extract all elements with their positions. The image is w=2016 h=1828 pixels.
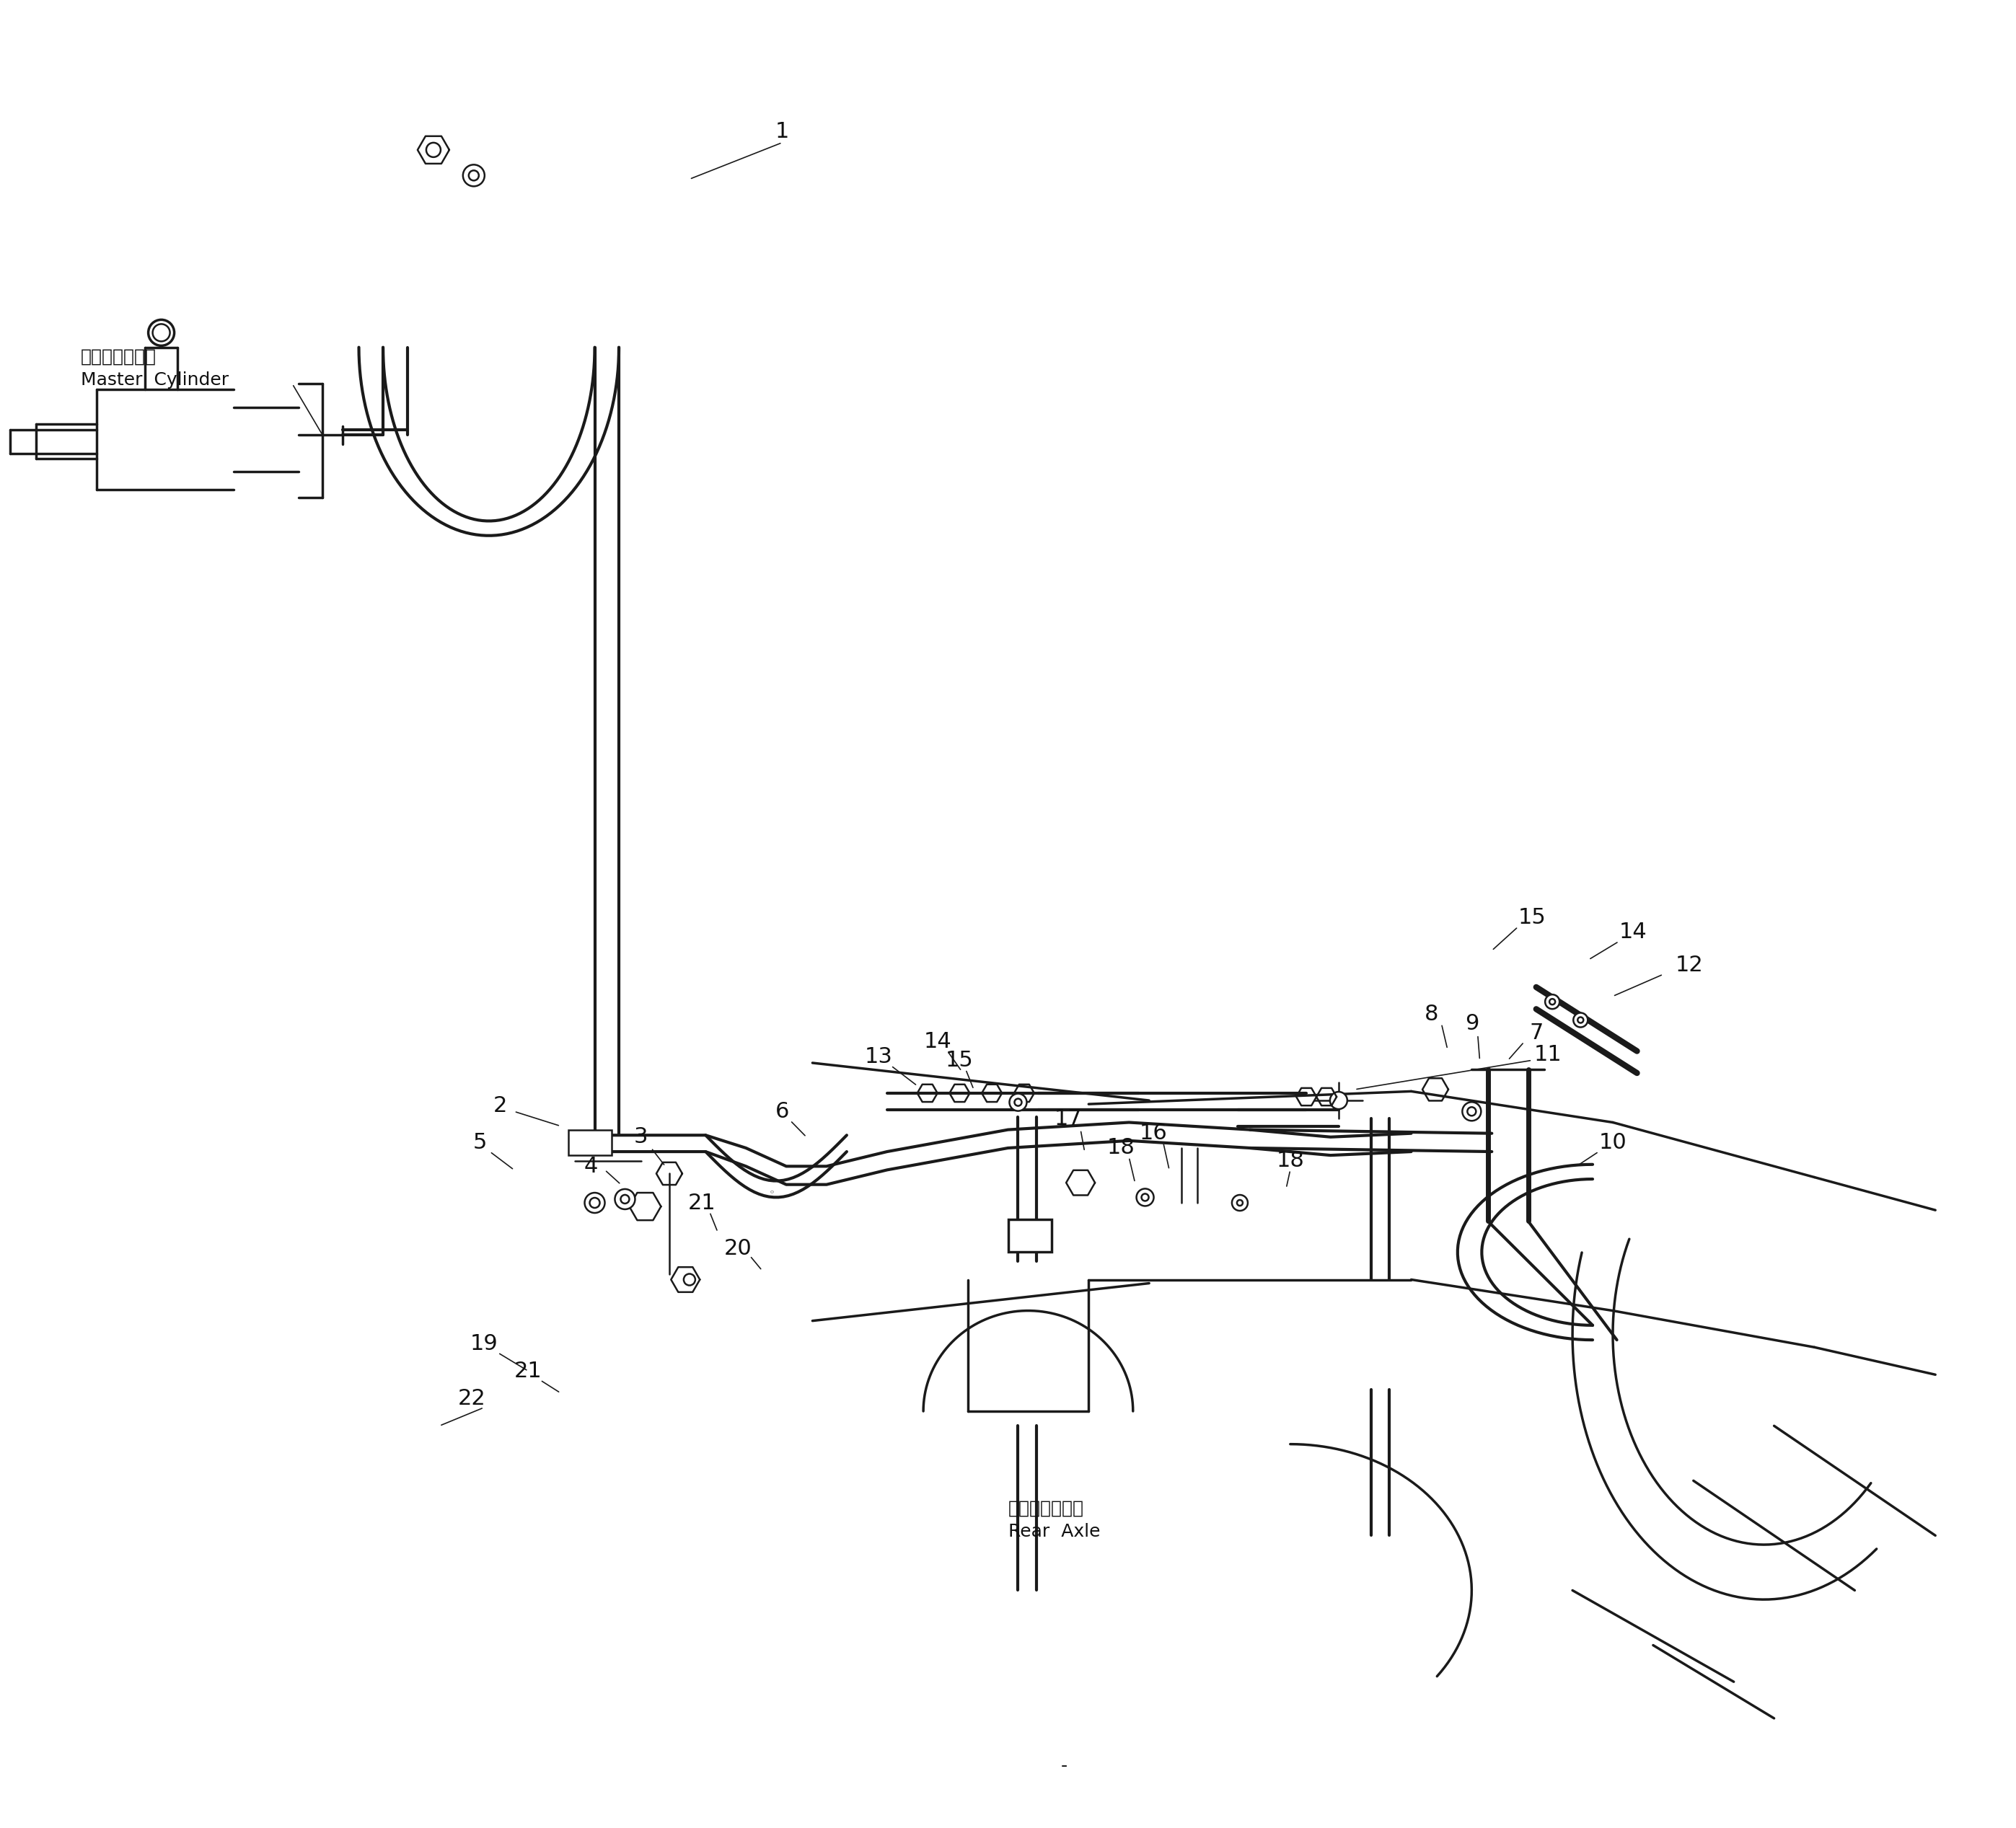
Text: 5: 5 <box>474 1132 486 1153</box>
Text: 15: 15 <box>1518 907 1546 929</box>
Circle shape <box>1331 1091 1347 1110</box>
Text: 17: 17 <box>1054 1108 1083 1130</box>
Circle shape <box>464 165 484 186</box>
Text: 21: 21 <box>514 1360 542 1382</box>
Text: 22: 22 <box>458 1387 486 1409</box>
Circle shape <box>1544 994 1560 1009</box>
Text: 1: 1 <box>776 121 788 143</box>
Text: 2: 2 <box>494 1095 506 1117</box>
Text: 9: 9 <box>1466 1013 1478 1035</box>
Text: 19: 19 <box>470 1333 498 1355</box>
Circle shape <box>1462 1102 1482 1121</box>
Text: 12: 12 <box>1675 954 1704 976</box>
Circle shape <box>149 320 173 345</box>
Text: 13: 13 <box>865 1046 893 1068</box>
Circle shape <box>1014 1099 1022 1106</box>
Text: 20: 20 <box>724 1238 752 1259</box>
Circle shape <box>683 1274 696 1285</box>
Circle shape <box>1572 1013 1589 1027</box>
Bar <box>1008 1219 1050 1252</box>
Text: 3: 3 <box>635 1126 647 1148</box>
Circle shape <box>1010 1093 1026 1111</box>
Circle shape <box>1579 1016 1583 1024</box>
Text: 6: 6 <box>776 1100 788 1122</box>
Text: マスタシリンダ: マスタシリンダ <box>81 347 157 366</box>
Circle shape <box>1550 998 1554 1005</box>
Circle shape <box>585 1192 605 1214</box>
Text: リヤーアクスル: リヤーアクスル <box>1008 1499 1085 1517</box>
Text: 15: 15 <box>946 1049 974 1071</box>
Text: 10: 10 <box>1599 1132 1627 1153</box>
Text: 16: 16 <box>1139 1122 1167 1144</box>
Text: -: - <box>1060 1757 1068 1775</box>
Circle shape <box>615 1188 635 1210</box>
Circle shape <box>1137 1188 1153 1206</box>
Text: 18: 18 <box>1276 1150 1304 1172</box>
Text: Master  Cylinder: Master Cylinder <box>81 371 228 389</box>
Circle shape <box>468 170 480 181</box>
Circle shape <box>425 143 442 157</box>
Text: 7: 7 <box>1530 1022 1542 1044</box>
Text: 18: 18 <box>1107 1137 1135 1159</box>
Text: 14: 14 <box>1619 921 1647 943</box>
Circle shape <box>589 1197 601 1208</box>
Text: 4: 4 <box>585 1155 597 1177</box>
Text: Rear  Axle: Rear Axle <box>1008 1523 1101 1541</box>
Circle shape <box>1238 1199 1242 1206</box>
Circle shape <box>1141 1194 1149 1201</box>
Circle shape <box>621 1196 629 1203</box>
Bar <box>569 1130 611 1155</box>
Text: 14: 14 <box>923 1031 952 1053</box>
Circle shape <box>1468 1108 1476 1115</box>
Text: 8: 8 <box>1425 1004 1437 1026</box>
Circle shape <box>153 324 169 342</box>
Circle shape <box>1232 1196 1248 1210</box>
Text: 21: 21 <box>687 1192 716 1214</box>
Text: 11: 11 <box>1534 1044 1562 1066</box>
